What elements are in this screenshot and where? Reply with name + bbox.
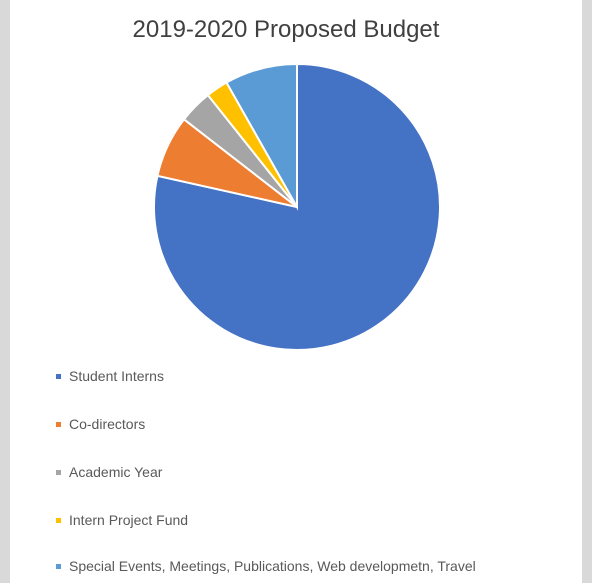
legend-swatch — [56, 374, 61, 379]
legend-label: Co-directors — [69, 416, 146, 432]
chart-title: 2019-2020 Proposed Budget — [132, 16, 440, 43]
pie-chart — [153, 62, 441, 351]
legend-swatch — [56, 518, 61, 523]
legend-swatch — [56, 564, 61, 569]
legend-item-academic-year: Academic Year — [56, 464, 549, 480]
legend-label: Student Interns — [69, 368, 164, 384]
pie-slice-special-events — [225, 62, 298, 211]
legend-label: Intern Project Fund — [69, 512, 189, 528]
legend-label: Academic Year — [69, 464, 163, 480]
legend-item-intern-project-fund: Intern Project Fund — [56, 512, 549, 528]
legend-label: Special Events, Meetings, Publications, … — [69, 558, 476, 574]
legend-item-co-directors: Co-directors — [56, 416, 549, 432]
legend-item-special-events: Special Events, Meetings, Publications, … — [56, 558, 549, 574]
pie-slice-student-interns — [153, 62, 441, 351]
legend-swatch — [56, 422, 61, 427]
legend-item-student-interns: Student Interns — [56, 368, 549, 384]
legend-swatch — [56, 470, 61, 475]
